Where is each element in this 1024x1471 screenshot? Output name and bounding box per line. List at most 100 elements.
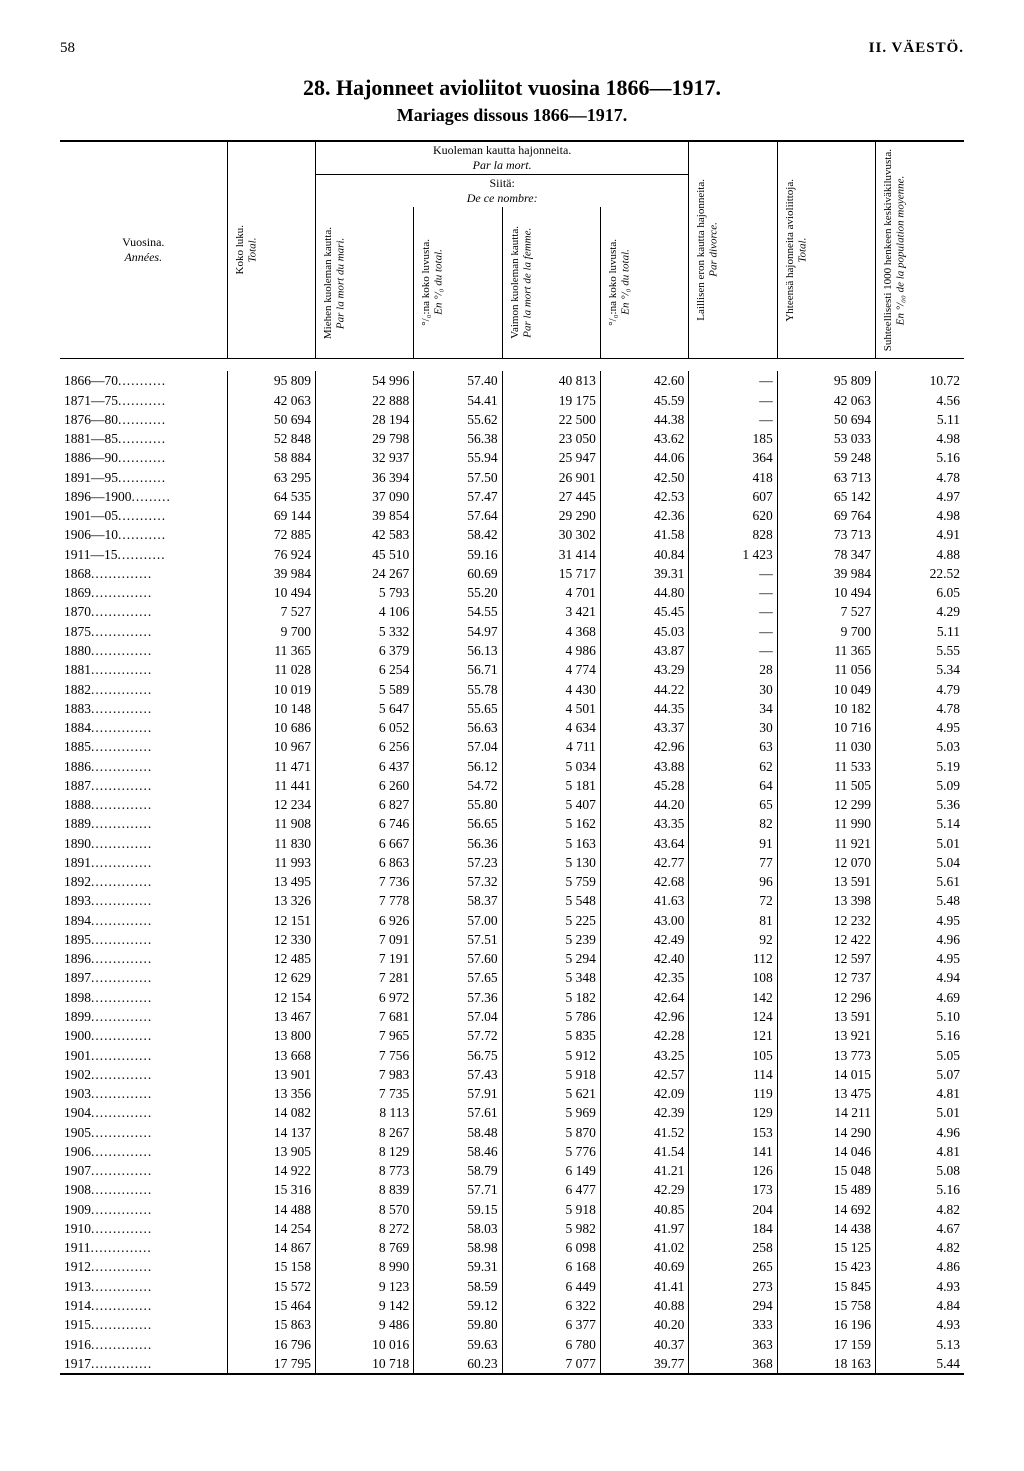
data-cell: 95 809 bbox=[777, 371, 875, 390]
table-title-line2: Mariages dissous 1866—1917. bbox=[60, 105, 964, 126]
table-row: 1915..............15 8639 48659.806 3774… bbox=[60, 1315, 964, 1334]
data-cell: 4.67 bbox=[876, 1219, 964, 1238]
data-cell: 6 168 bbox=[502, 1257, 600, 1276]
page-number: 58 bbox=[60, 40, 75, 57]
data-cell: 45.03 bbox=[600, 622, 688, 641]
data-cell: 4.84 bbox=[876, 1296, 964, 1315]
data-cell: 6 972 bbox=[315, 988, 413, 1007]
data-cell: 11 993 bbox=[227, 853, 315, 872]
data-cell: 31 414 bbox=[502, 545, 600, 564]
data-cell: 4.96 bbox=[876, 930, 964, 949]
data-cell: 39.31 bbox=[600, 564, 688, 583]
data-cell: 4.56 bbox=[876, 391, 964, 410]
data-cell: 5 548 bbox=[502, 891, 600, 910]
data-cell: 6 254 bbox=[315, 660, 413, 679]
data-cell: 10 967 bbox=[227, 737, 315, 756]
divorce-fr: Par divorce. bbox=[708, 223, 720, 278]
data-cell: 6 746 bbox=[315, 814, 413, 833]
year-cell: 1896.............. bbox=[60, 949, 227, 968]
data-cell: 7 191 bbox=[315, 949, 413, 968]
data-cell: 57.23 bbox=[414, 853, 502, 872]
data-cell: 10 494 bbox=[227, 583, 315, 602]
data-cell: 23 050 bbox=[502, 429, 600, 448]
data-cell: 13 467 bbox=[227, 1007, 315, 1026]
data-cell: 112 bbox=[689, 949, 777, 968]
data-cell: 25 947 bbox=[502, 448, 600, 467]
data-cell: 43.35 bbox=[600, 814, 688, 833]
data-cell: 22.52 bbox=[876, 564, 964, 583]
data-cell: 10 016 bbox=[315, 1335, 413, 1354]
data-cell: 57.51 bbox=[414, 930, 502, 949]
data-cell: 333 bbox=[689, 1315, 777, 1334]
data-cell: 43.29 bbox=[600, 660, 688, 679]
table-row: 1896—1900.........64 53537 09057.4727 44… bbox=[60, 487, 964, 506]
data-cell: 14 137 bbox=[227, 1123, 315, 1142]
section-label: II. VÄESTÖ. bbox=[869, 40, 964, 57]
data-cell: 59.80 bbox=[414, 1315, 502, 1334]
table-row: 1901..............13 6687 75656.755 9124… bbox=[60, 1046, 964, 1065]
data-cell: 7 527 bbox=[777, 602, 875, 621]
year-cell: 1906.............. bbox=[60, 1142, 227, 1161]
data-cell: 1 423 bbox=[689, 545, 777, 564]
data-cell: 14 015 bbox=[777, 1065, 875, 1084]
col-years-fi: Vuosina. bbox=[64, 235, 223, 250]
data-cell: 18 163 bbox=[777, 1354, 875, 1374]
data-cell: 8 272 bbox=[315, 1219, 413, 1238]
data-cell: 65 142 bbox=[777, 487, 875, 506]
data-cell: 12 151 bbox=[227, 911, 315, 930]
table-row: 1911..............14 8678 76958.986 0984… bbox=[60, 1238, 964, 1257]
data-cell: 5.16 bbox=[876, 1026, 964, 1045]
data-cell: 5.11 bbox=[876, 410, 964, 429]
year-cell: 1895.............. bbox=[60, 930, 227, 949]
data-cell: 7 681 bbox=[315, 1007, 413, 1026]
data-cell: 42.28 bbox=[600, 1026, 688, 1045]
data-cell: 92 bbox=[689, 930, 777, 949]
data-cell: 57.40 bbox=[414, 371, 502, 390]
data-cell: 11 921 bbox=[777, 834, 875, 853]
data-cell: 8 113 bbox=[315, 1103, 413, 1122]
data-cell: 42.36 bbox=[600, 506, 688, 525]
table-row: 1895..............12 3307 09157.515 2394… bbox=[60, 930, 964, 949]
data-cell: 8 773 bbox=[315, 1161, 413, 1180]
data-cell: 44.22 bbox=[600, 680, 688, 699]
data-cell: 43.00 bbox=[600, 911, 688, 930]
data-cell: 11 533 bbox=[777, 757, 875, 776]
data-cell: 36 394 bbox=[315, 468, 413, 487]
data-cell: 22 500 bbox=[502, 410, 600, 429]
table-row: 1891—95...........63 29536 39457.5026 90… bbox=[60, 468, 964, 487]
rate-fr: En °/₀₀ de la population moyenne. bbox=[895, 175, 907, 325]
data-cell: 41.63 bbox=[600, 891, 688, 910]
data-cell: 13 475 bbox=[777, 1084, 875, 1103]
data-cell: 22 888 bbox=[315, 391, 413, 410]
data-cell: 57.04 bbox=[414, 737, 502, 756]
wife-pct-fi: °/₀:na koko luvusta. bbox=[607, 239, 619, 326]
data-cell: 4.29 bbox=[876, 602, 964, 621]
table-row: 1908..............15 3168 83957.716 4774… bbox=[60, 1180, 964, 1199]
data-cell: 4.93 bbox=[876, 1277, 964, 1296]
data-cell: 5.16 bbox=[876, 448, 964, 467]
table-title-line1: 28. Hajonneet avioliitot vuosina 1866—19… bbox=[60, 75, 964, 101]
data-cell: 363 bbox=[689, 1335, 777, 1354]
data-cell: 105 bbox=[689, 1046, 777, 1065]
col-total-death: Koko luku. Total. bbox=[227, 141, 315, 359]
data-cell: 11 471 bbox=[227, 757, 315, 776]
data-cell: 42 583 bbox=[315, 525, 413, 544]
data-cell: 5.19 bbox=[876, 757, 964, 776]
data-cell: 5 407 bbox=[502, 795, 600, 814]
col-all-dissolved: Yhteensä hajonneita avioliittoja. Total. bbox=[777, 141, 875, 359]
data-cell: 39 854 bbox=[315, 506, 413, 525]
data-cell: 62 bbox=[689, 757, 777, 776]
data-cell: 184 bbox=[689, 1219, 777, 1238]
table-row: 1883..............10 1485 64755.654 5014… bbox=[60, 699, 964, 718]
data-cell: 121 bbox=[689, 1026, 777, 1045]
data-cell: 5 835 bbox=[502, 1026, 600, 1045]
data-cell: 4.86 bbox=[876, 1257, 964, 1276]
data-cell: 5 225 bbox=[502, 911, 600, 930]
data-cell: 4.82 bbox=[876, 1200, 964, 1219]
data-cell: 5 294 bbox=[502, 949, 600, 968]
siita-group: Siitä: De ce nombre: bbox=[315, 175, 688, 208]
data-cell: 41.54 bbox=[600, 1142, 688, 1161]
data-cell: 6 098 bbox=[502, 1238, 600, 1257]
data-cell: 294 bbox=[689, 1296, 777, 1315]
data-cell: 15 863 bbox=[227, 1315, 315, 1334]
